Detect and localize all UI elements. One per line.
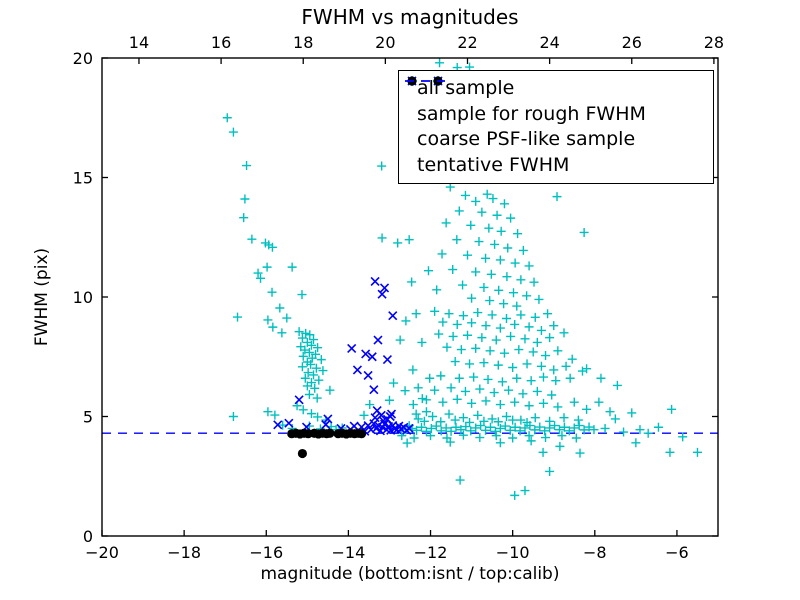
x-tick-label-top: 18 (293, 33, 313, 52)
x-tick-label-top: 16 (211, 33, 231, 52)
x-tick-label-top: 22 (457, 33, 477, 52)
legend-item-tentative-fwhm: tentative FWHM (405, 80, 705, 179)
y-tick-label: 15 (73, 169, 93, 188)
x-tick-label-top: 26 (622, 33, 642, 52)
series-all-sample (222, 58, 702, 500)
y-axis-ticks: 0 5 10 15 20 (73, 49, 718, 546)
y-tick-label: 10 (73, 288, 93, 307)
y-axis-label: FWHM (pix) (32, 247, 52, 347)
x-axis-top-ticks: 14 16 18 20 22 24 26 28 (129, 33, 724, 64)
x-axis-label: magnitude (bottom:isnt / top:calib) (260, 564, 560, 584)
legend-item-coarse-psf: coarse PSF-like sample (407, 76, 705, 153)
x-tick-label-bottom: −8 (583, 543, 607, 562)
x-tick-label-bottom: −14 (332, 543, 366, 562)
y-tick-label: 0 (83, 527, 93, 546)
x-tick-label-top: 20 (375, 33, 395, 52)
x-tick-label-bottom: −18 (167, 543, 201, 562)
dashed-line-icon (405, 80, 445, 82)
x-tick-label-bottom: −12 (414, 543, 448, 562)
x-tick-label-bottom: −6 (665, 543, 689, 562)
x-axis-bottom-ticks: −20 −18 −16 −14 −12 −10 −8 −6 (85, 530, 689, 562)
chart-title: FWHM vs magnitudes (301, 5, 519, 29)
series-sample-for-rough-fwhm (273, 276, 414, 436)
legend-label: tentative FWHM (417, 153, 570, 176)
legend-label: sample for rough FWHM (417, 102, 646, 125)
x-tick-label-bottom: −10 (496, 543, 530, 562)
x-tick-label-bottom: −20 (85, 543, 119, 562)
legend-item-all-sample: all sample (407, 76, 705, 102)
legend: all sample sample for rough FWHM coarse … (398, 70, 714, 184)
x-tick-label-bottom: −16 (249, 543, 283, 562)
y-tick-label: 5 (83, 408, 93, 427)
legend-item-rough-fwhm: sample for rough FWHM (407, 76, 705, 128)
legend-label: coarse PSF-like sample (417, 128, 636, 151)
x-tick-label-top: 28 (704, 33, 724, 52)
series-coarse-psf-like-sample (287, 428, 367, 459)
y-tick-label: 20 (73, 49, 93, 68)
x-tick-label-top: 14 (129, 33, 149, 52)
x-tick-label-top: 24 (539, 33, 559, 52)
